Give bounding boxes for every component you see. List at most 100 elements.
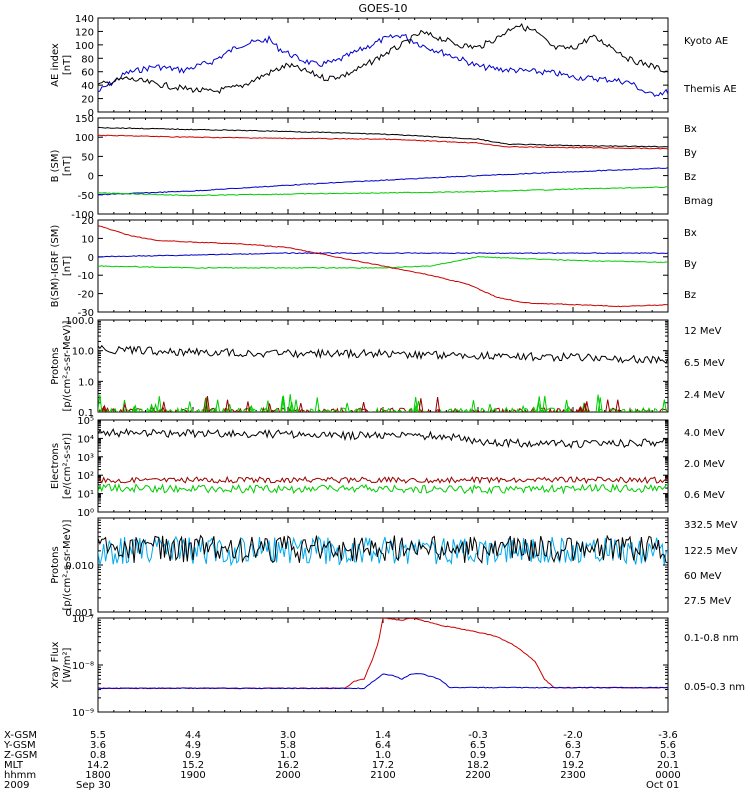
footer-value: 1.0: [280, 750, 296, 761]
legend-entry: 2.0 MeV: [684, 459, 725, 470]
series-line: [98, 186, 668, 197]
y-axis-label: [nT]: [62, 156, 73, 176]
spike-mark: [293, 399, 299, 412]
panel-6: [97, 517, 669, 613]
spike-mark: [531, 406, 537, 412]
y-tick-label: 10⁻⁷: [72, 614, 94, 625]
footer-row-label: X-GSM: [4, 730, 37, 741]
y-tick-label: -50: [78, 191, 94, 202]
footer-value: 3.6: [90, 740, 106, 751]
chart-title: GOES-10: [358, 2, 407, 15]
spike-mark: [203, 397, 209, 412]
series-line: [98, 534, 668, 564]
spike-mark: [584, 401, 590, 412]
footer-value: 20.1: [657, 760, 679, 771]
footer-value: 1.4: [375, 730, 391, 741]
spike-mark: [578, 405, 584, 412]
spike-mark: [503, 406, 509, 412]
footer-value: 1800: [85, 770, 110, 781]
series-line: [98, 22, 668, 95]
footer-value: 3.0: [280, 730, 296, 741]
spike-mark: [102, 404, 107, 412]
footer-value: 1900: [180, 770, 205, 781]
footer-value: 5.8: [280, 740, 296, 751]
spike-mark: [247, 405, 253, 412]
panel-2: [97, 117, 669, 215]
spike-mark: [187, 401, 193, 412]
y-tick-label: 40: [81, 81, 94, 92]
y-tick-label: 60: [81, 68, 94, 79]
footer-value: 0.7: [565, 750, 581, 761]
spike-mark: [615, 399, 621, 412]
spike-mark: [267, 403, 273, 412]
y-tick-label: 100: [75, 41, 94, 52]
y-axis-label: Xray Flux: [50, 641, 61, 688]
spike-mark: [280, 395, 286, 412]
y-tick-label: -20: [78, 290, 94, 301]
y-tick-label: 10³: [77, 453, 94, 464]
series-line-4mev: [98, 475, 668, 485]
y-axis-label: Electrons: [50, 443, 61, 489]
footer-value: 1.0: [375, 750, 391, 761]
footer-value: -0.3: [468, 730, 488, 741]
footer-value: 19.2: [562, 760, 584, 771]
spike-mark: [280, 396, 286, 412]
spike-mark: [227, 404, 233, 412]
y-axis-label: B (SM): [50, 149, 61, 182]
y-axis-label: B(SM)-IGRF (SM): [50, 225, 61, 308]
footer-value: 18.2: [467, 760, 489, 771]
legend-entry: Themis AE: [683, 84, 737, 95]
series-line: [98, 483, 668, 495]
panel-frame: [97, 117, 669, 215]
footer-value: 2100: [370, 770, 395, 781]
footer-value: 0.9: [470, 750, 486, 761]
y-axis-label: [nT]: [62, 55, 73, 75]
legend-entry: 4.0 MeV: [684, 428, 725, 439]
spike-mark: [344, 402, 350, 412]
spike-mark: [536, 396, 542, 412]
footer-row-label: Z-GSM: [4, 750, 37, 761]
legend-entry: 0.1-0.8 nm: [684, 633, 739, 644]
footer-value: 0.9: [185, 750, 201, 761]
footer-value: -2.0: [563, 730, 583, 741]
spike-mark: [566, 405, 572, 412]
footer-year: 2009: [4, 780, 29, 791]
y-tick-label: 10⁻⁹: [72, 708, 94, 719]
legend-entry: Bz: [684, 290, 696, 301]
spike-mark: [122, 402, 128, 412]
footer-row-label: hhmm: [4, 770, 36, 781]
panel-frame: [97, 617, 669, 713]
spike-mark: [248, 404, 254, 412]
y-tick-label: 0: [88, 172, 94, 183]
y-axis-label: [p/(cm²-s-sr-MeV)]: [62, 320, 73, 411]
spike-mark: [520, 404, 526, 412]
footer-value: 2200: [465, 770, 490, 781]
legend-entry: Bmag: [684, 196, 713, 207]
spike-mark: [487, 403, 493, 412]
y-axis-label: [e/(cm²-s-sr)]: [62, 433, 73, 499]
legend-entry: 0.05-0.3 nm: [684, 682, 745, 693]
spike-mark: [203, 397, 209, 412]
footer-value: 0.8: [90, 750, 106, 761]
spike-mark: [156, 396, 162, 412]
spike-mark: [582, 403, 588, 412]
y-tick-label: 10: [81, 234, 94, 245]
legend-entry: Bz: [684, 172, 696, 183]
y-axis-label: [W/m²]: [62, 647, 73, 682]
y-tick-label: 0: [88, 108, 94, 119]
spike-mark: [435, 397, 441, 412]
y-tick-label: 150: [75, 114, 94, 125]
legend-entry: 12 MeV: [684, 326, 722, 337]
legend-entry: Kyoto AE: [684, 36, 728, 47]
y-tick-label: 20: [81, 95, 94, 106]
legend-entry: 2.4 MeV: [684, 390, 725, 401]
footer-value: 2300: [560, 770, 585, 781]
y-tick-label: 0.1: [78, 408, 94, 419]
y-axis-label: Protons: [50, 546, 61, 583]
y-axis-label: AE index: [50, 43, 61, 87]
series-line: [98, 535, 668, 567]
spike-mark: [298, 403, 304, 412]
spike-mark: [101, 405, 107, 412]
spike-mark: [661, 399, 667, 412]
